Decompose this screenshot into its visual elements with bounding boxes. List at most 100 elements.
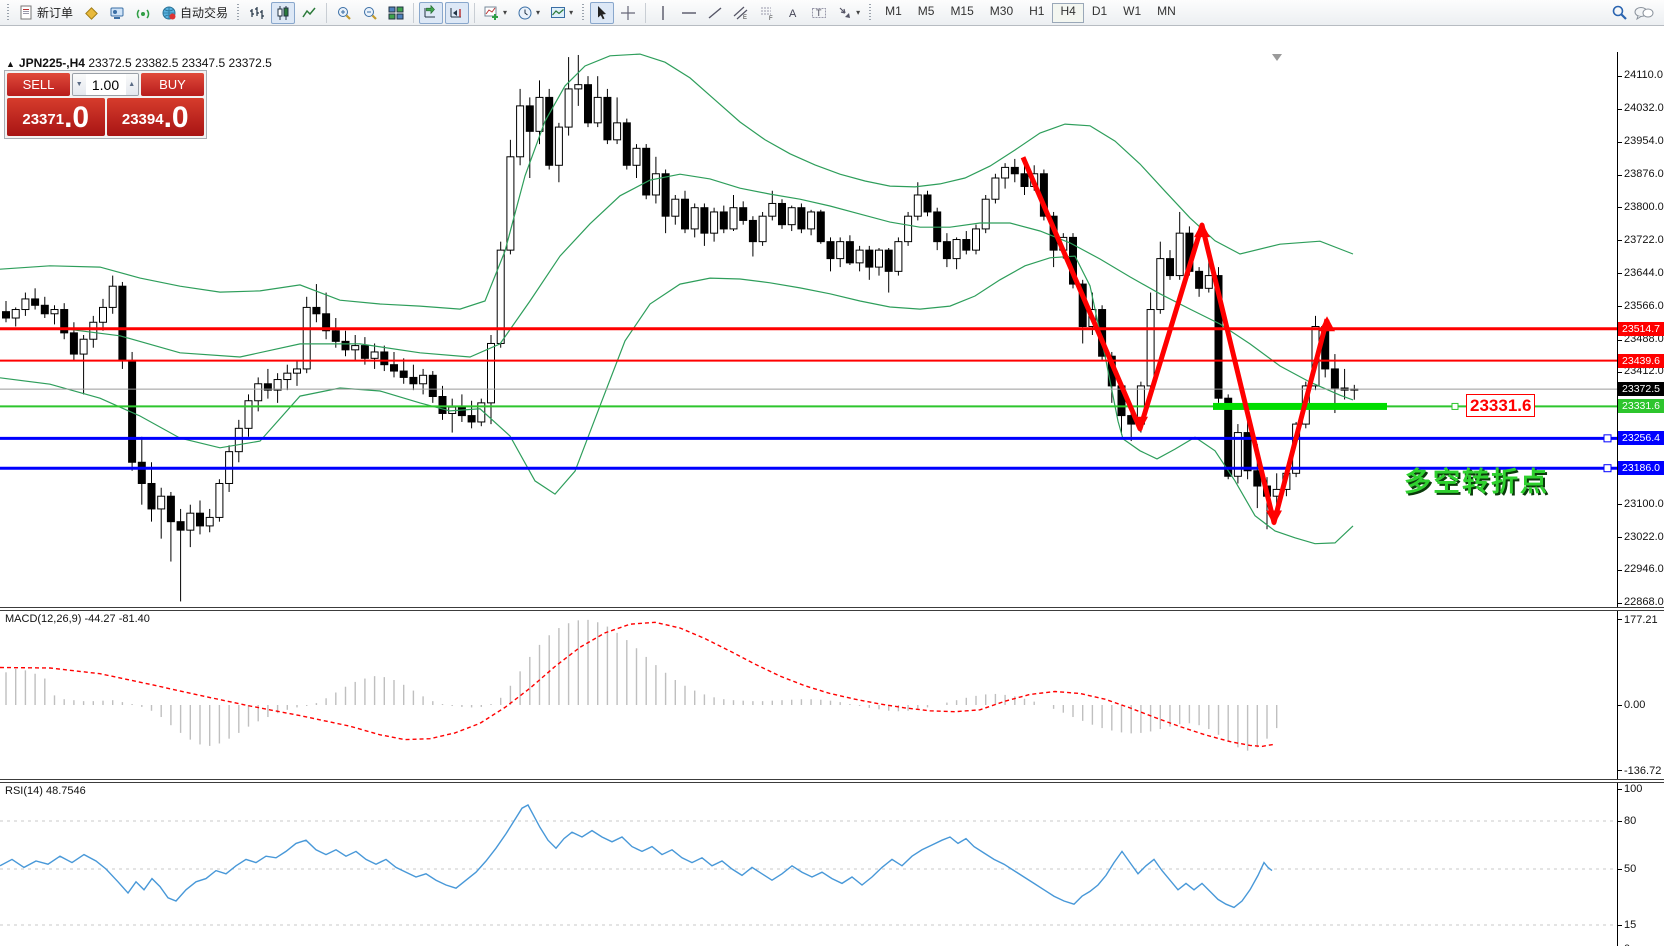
collapse-marker-icon[interactable]: ▲ [6, 59, 15, 69]
cursor-tool-button[interactable] [590, 1, 615, 24]
price-tick-label: 23566.0 [1624, 299, 1664, 312]
candle-body [1020, 173, 1029, 187]
toolbar-grip[interactable] [236, 3, 242, 22]
timeframe-button-m30[interactable]: M30 [989, 3, 1014, 18]
candle-body [118, 285, 127, 361]
candle-body [438, 396, 447, 414]
timeframe-button-d1[interactable]: D1 [1091, 3, 1108, 18]
candle-body [923, 194, 932, 213]
toolbar-grip[interactable] [868, 3, 874, 22]
price-tick-label: 24110.0 [1624, 69, 1663, 82]
chat-icon[interactable] [1634, 5, 1654, 21]
sell-button[interactable]: SELL [7, 73, 70, 96]
timeframe-button-m1[interactable]: M1 [885, 3, 902, 18]
candle-body [331, 330, 340, 342]
candle-body [981, 198, 990, 230]
indicators-button[interactable]: ▾ [480, 2, 511, 24]
price-axis-tick [1617, 273, 1622, 275]
chart-shift-marker[interactable] [1272, 54, 1282, 61]
timeframe-button-w1[interactable]: W1 [1123, 3, 1142, 18]
sell-price[interactable]: 23371.0 [7, 98, 105, 136]
buy-price-main: 23394 [121, 111, 164, 128]
line-handle[interactable] [1451, 402, 1459, 410]
timeframe-button-h4[interactable]: H4 [1052, 2, 1084, 23]
macd-signal-line [0, 621, 1276, 748]
line-chart-button[interactable] [297, 2, 321, 24]
crosshair-tool-button[interactable] [616, 2, 640, 24]
timeframe-button-h1[interactable]: H1 [1029, 3, 1045, 18]
trendline-tool[interactable] [703, 2, 727, 24]
channel-tool[interactable]: E [729, 2, 753, 24]
news-button[interactable] [131, 2, 155, 24]
bar-chart-button[interactable] [245, 2, 269, 24]
price-axis-tick [1617, 75, 1622, 77]
candle-body [865, 249, 874, 268]
volume-decrease-button[interactable]: ▼ [73, 74, 86, 95]
chart-shift-button[interactable] [445, 1, 470, 24]
candle-body [254, 383, 263, 402]
candle-body [787, 207, 796, 226]
candle-body [137, 461, 146, 484]
arrows-tool[interactable]: ▾ [833, 2, 864, 24]
new-order-icon [20, 5, 32, 20]
panel-splitter[interactable] [0, 607, 1664, 611]
rsi-tick-label: 15 [1624, 919, 1637, 931]
support-price-label[interactable]: 23331.6 [1466, 394, 1536, 417]
zoom-out-button[interactable] [358, 2, 382, 24]
candle-body [419, 374, 428, 385]
dropdown-caret: ▾ [503, 8, 508, 17]
signals-button[interactable] [105, 2, 129, 24]
buy-button[interactable]: BUY [141, 73, 204, 96]
line-chart-icon [302, 7, 316, 17]
vertical-line-tool[interactable] [651, 2, 675, 24]
fibonacci-tool[interactable]: F [755, 2, 779, 24]
candle-body [826, 241, 835, 260]
cursor-icon [598, 5, 607, 19]
line-handle[interactable] [1603, 434, 1612, 443]
autotrading-button[interactable]: 自动交易 [157, 2, 232, 24]
ohlc-values: 23372.5 23382.5 23347.5 23372.5 [88, 56, 272, 70]
volume-increase-button[interactable]: ▲ [125, 74, 138, 95]
volume-input[interactable] [85, 74, 126, 95]
tile-windows-button[interactable] [384, 2, 408, 24]
turning-point-annotation[interactable]: 多空转折点 [1404, 467, 1549, 497]
line-handle[interactable] [1603, 464, 1612, 473]
toolbar-grip[interactable] [581, 3, 587, 22]
candle-body [584, 84, 592, 124]
buy-price[interactable]: 23394.0 [106, 98, 204, 136]
candle-body [690, 207, 699, 230]
candle-body [719, 211, 728, 230]
candle-body [700, 207, 709, 234]
horizontal-line-tool[interactable] [677, 2, 701, 24]
dropdown-caret: ▾ [569, 8, 574, 17]
sell-price-main: 23371 [22, 111, 65, 128]
candle-body [642, 147, 651, 196]
candle-body [739, 207, 748, 221]
toolbar-grip[interactable] [6, 3, 11, 22]
candlestick-chart-button[interactable] [271, 1, 296, 24]
text-label-tool[interactable]: T [807, 2, 831, 24]
bar-chart-icon [250, 6, 265, 19]
periods-button[interactable]: ▾ [513, 2, 544, 24]
candle-body [807, 211, 816, 230]
timeframe-button-mn[interactable]: MN [1157, 3, 1176, 18]
rsi-tick-label: 100 [1624, 783, 1643, 795]
zigzag-arrowhead-up [1319, 316, 1335, 332]
zoom-in-button[interactable] [332, 2, 356, 24]
rsi-axis-tick [1617, 788, 1622, 790]
candle-body [661, 173, 670, 217]
search-icon[interactable] [1611, 4, 1628, 21]
timeframe-button-m15[interactable]: M15 [950, 3, 974, 18]
new-order-button[interactable]: 新订单 [15, 2, 77, 24]
auto-scroll-button[interactable] [419, 1, 444, 24]
panel-splitter[interactable] [0, 779, 1664, 783]
timeframe-button-m5[interactable]: M5 [917, 3, 935, 18]
candle-body [69, 332, 78, 355]
text-tool[interactable]: A [781, 2, 805, 24]
trendline-thick-segment[interactable] [1213, 402, 1387, 410]
candle-body [176, 521, 185, 531]
templates-button[interactable]: ▾ [546, 2, 577, 24]
candle-body [962, 239, 971, 251]
market-button[interactable] [79, 2, 103, 24]
candle-body [40, 304, 49, 315]
